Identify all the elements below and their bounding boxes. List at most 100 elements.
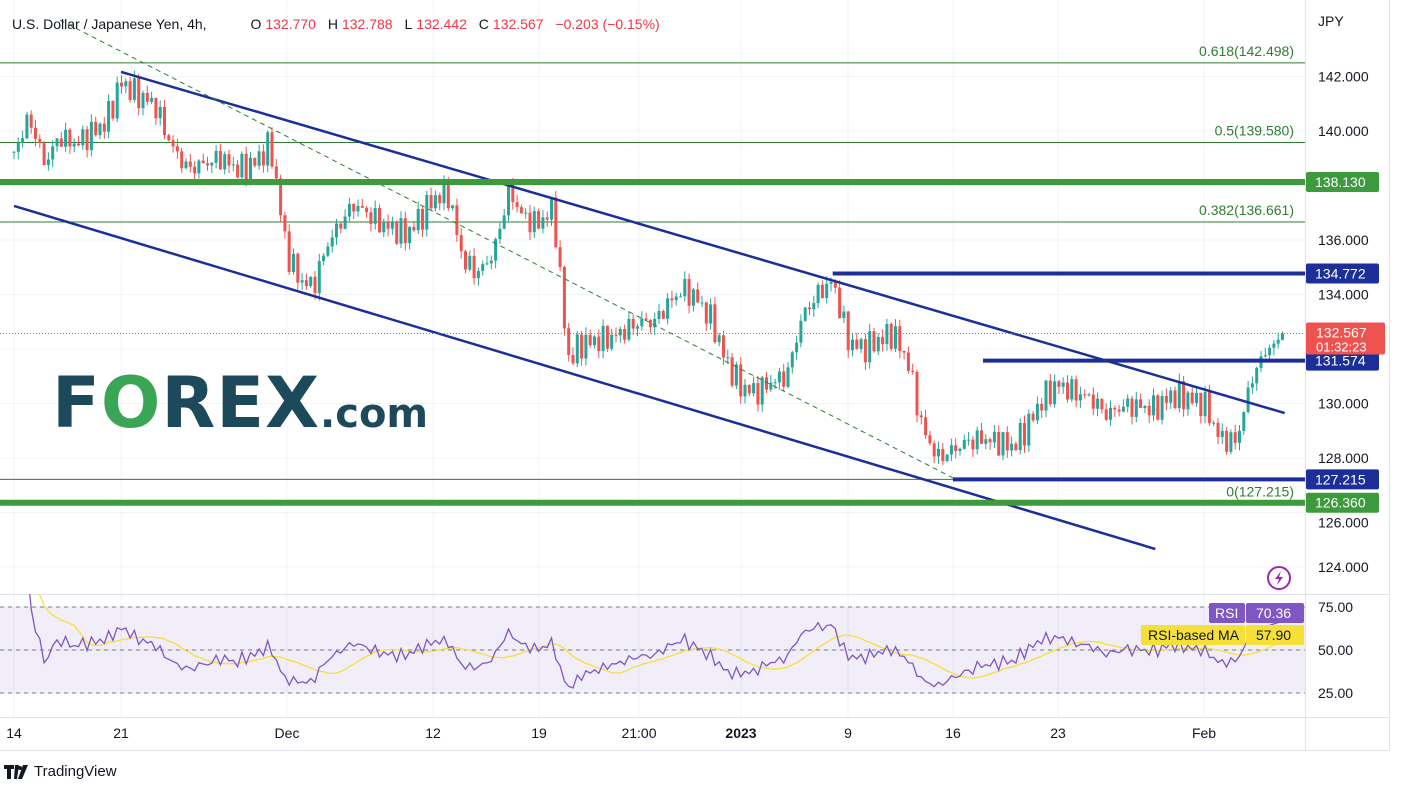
candle [188, 154, 192, 173]
candle-body [42, 143, 46, 165]
candle-body [889, 323, 893, 349]
candle-body [330, 237, 334, 247]
candle [610, 328, 614, 352]
candle-body [300, 280, 304, 283]
candle-body [1281, 333, 1284, 340]
candle [111, 100, 115, 121]
level-badge-bg [1306, 350, 1379, 371]
candle-body [833, 281, 837, 288]
candle-body [1044, 380, 1048, 411]
candle [154, 97, 158, 125]
candle [1048, 373, 1052, 407]
candle-body [1186, 392, 1190, 410]
candle-body [206, 163, 209, 166]
candle-body [416, 208, 420, 231]
candle [954, 438, 958, 459]
candle [1216, 418, 1220, 444]
level-badge-value: 127.215 [1315, 471, 1366, 487]
candle-body [1070, 379, 1074, 400]
candle-body [829, 281, 833, 284]
alert-lightning-icon[interactable] [1267, 566, 1291, 590]
rsi-ma-name: RSI-based MA [1148, 627, 1240, 643]
candle [584, 327, 588, 366]
candle-body [425, 195, 429, 230]
candle [507, 183, 510, 222]
candle-body [640, 318, 644, 327]
last-price-bg [1306, 322, 1385, 355]
candle [1225, 426, 1229, 456]
candle [679, 292, 682, 298]
candle [378, 204, 381, 233]
candle-body [773, 382, 777, 384]
candle [777, 367, 781, 390]
candle-body [747, 384, 751, 394]
candle [1066, 375, 1069, 403]
candle [898, 319, 902, 359]
candle [481, 260, 485, 276]
time-tick: 23 [1050, 725, 1066, 741]
candle [64, 122, 68, 152]
candle [421, 206, 424, 237]
candle [739, 356, 743, 404]
candle [902, 350, 906, 360]
candle [236, 159, 240, 179]
candle-body [1048, 380, 1052, 405]
candle [1134, 391, 1138, 423]
candle [648, 319, 652, 334]
candle [863, 333, 867, 370]
candle-body [562, 266, 566, 329]
candle [717, 332, 721, 347]
candle [657, 304, 661, 324]
candle [795, 335, 799, 360]
candle [472, 248, 476, 285]
candle-body [421, 208, 424, 230]
candle-body [1169, 390, 1173, 403]
candle [34, 120, 37, 147]
candle [317, 253, 321, 301]
candle [498, 221, 502, 244]
candle-body [885, 323, 889, 345]
candle-body [292, 253, 295, 272]
candle-body [180, 151, 184, 169]
candle-body [51, 146, 55, 160]
candle [575, 330, 579, 367]
candle-body [356, 205, 360, 212]
level-badge-value: 131.574 [1315, 353, 1366, 369]
candle [872, 327, 876, 353]
candle-body [971, 439, 975, 450]
candle-body [1113, 407, 1117, 410]
candle-body [236, 164, 240, 178]
candle-body [722, 335, 725, 358]
candle-body [1001, 432, 1005, 456]
candle [201, 153, 205, 164]
candle-body [1143, 405, 1147, 408]
candle-body [369, 212, 373, 224]
candle [296, 252, 300, 290]
candle-body [1229, 432, 1233, 452]
candle [416, 201, 420, 235]
candle-body [636, 326, 639, 329]
candle-body [803, 307, 807, 321]
high-value: 132.788 [341, 16, 393, 32]
candle [722, 330, 725, 365]
candle-body [59, 138, 63, 147]
candle [494, 237, 498, 269]
candle [433, 190, 437, 212]
candle [580, 330, 584, 366]
low-value: 132.442 [416, 16, 467, 32]
tradingview-footer[interactable]: TradingView [4, 763, 117, 780]
countdown-timer: 01:32:23 [1316, 340, 1367, 355]
candle [958, 447, 962, 456]
candle-body [94, 121, 98, 136]
candle-body [614, 334, 618, 336]
candle-body [309, 276, 313, 287]
candle-body [580, 334, 584, 359]
candle-body [906, 352, 910, 371]
candle [1177, 373, 1181, 413]
candle-body [644, 318, 648, 320]
candle [360, 198, 364, 208]
candle-body [326, 246, 330, 256]
candle-body [46, 159, 50, 165]
candle [1130, 395, 1134, 425]
